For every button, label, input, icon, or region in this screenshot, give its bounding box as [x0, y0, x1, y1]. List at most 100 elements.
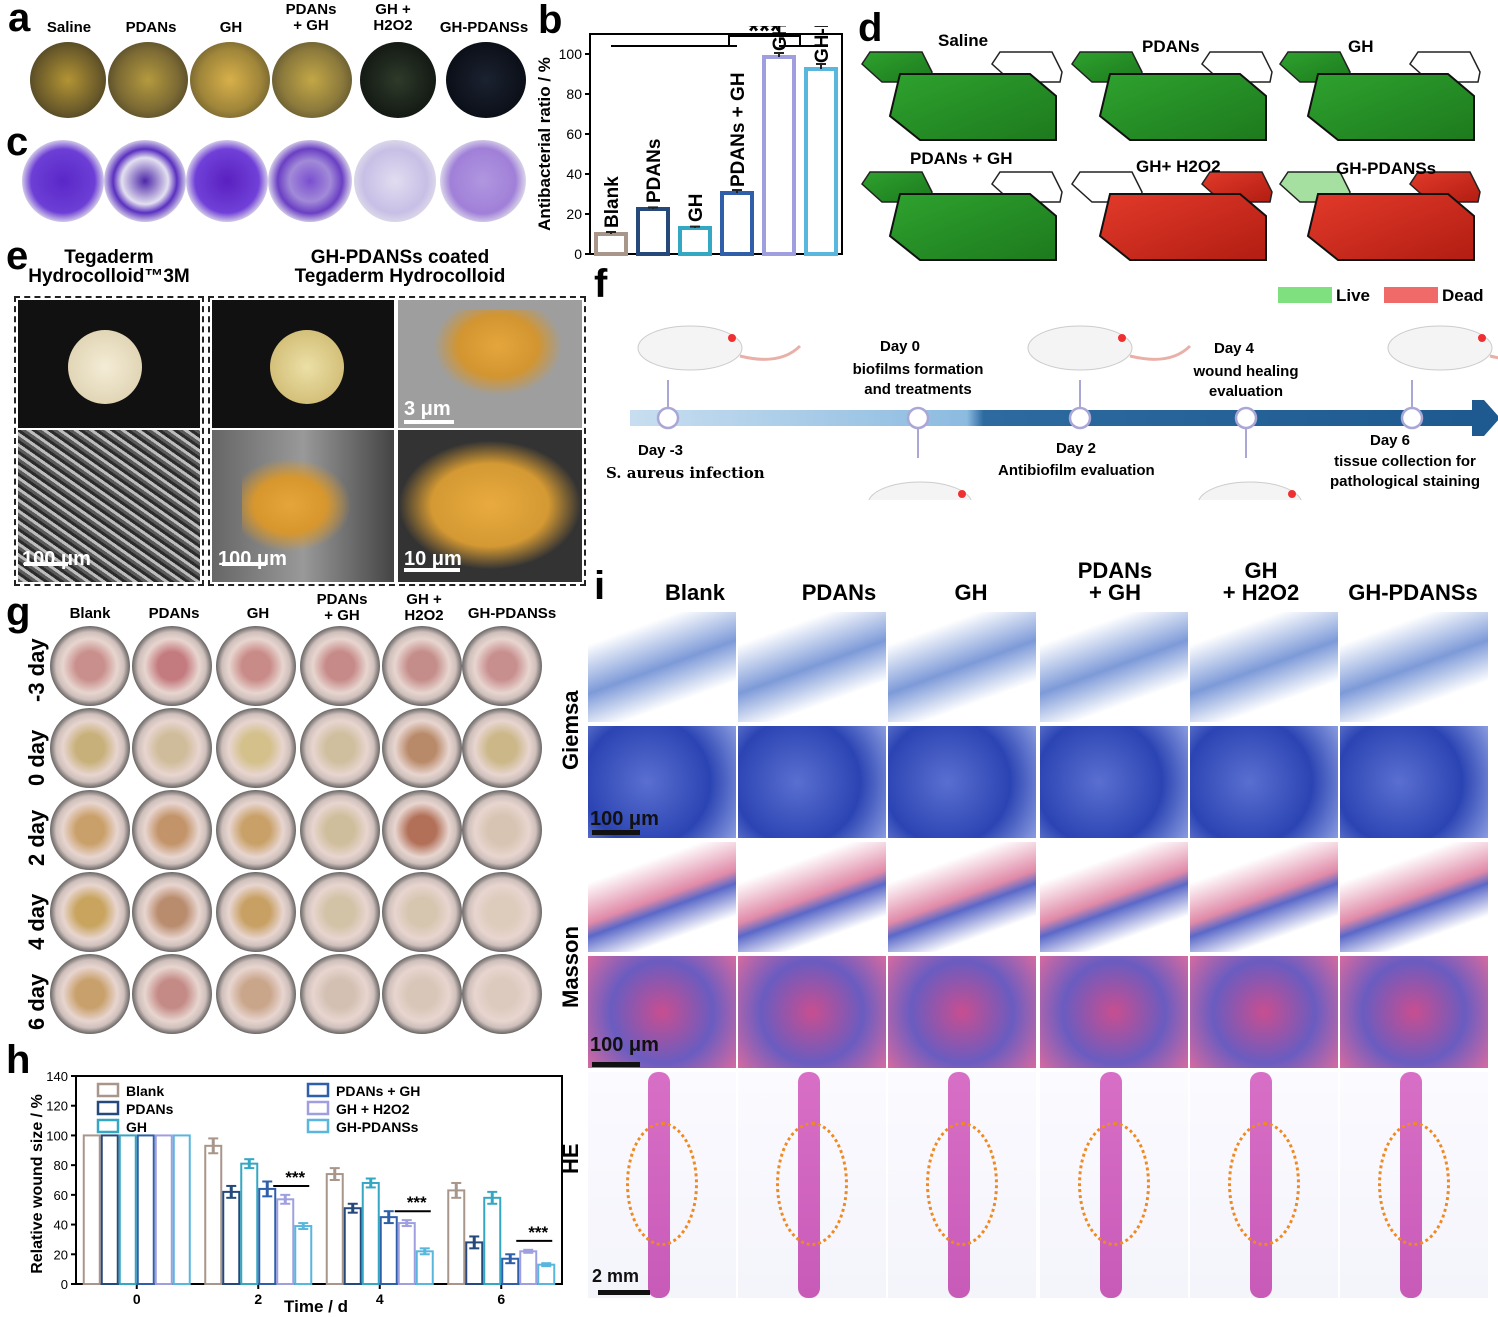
panel-d-merged-tile: [888, 193, 1057, 261]
he-stain-image: [738, 1072, 886, 1298]
wound-photo: [462, 790, 542, 870]
panel-e-left-title: Tegaderm Hydrocolloid™3M: [28, 247, 190, 287]
giemsa-stain-image: [1340, 612, 1488, 722]
scale-label-e2: 100 μm: [218, 548, 287, 570]
he-stain-image: [1040, 1072, 1188, 1298]
scale-bar-e1: [24, 562, 68, 566]
wound-photo: [132, 708, 212, 788]
timeline-day2: Day 2: [1056, 440, 1097, 457]
panel-d-label-gh-pdanss: GH-PDANSs: [1336, 159, 1436, 178]
panel-h-bar: [519, 1250, 538, 1285]
masson-stain-image: [888, 956, 1036, 1068]
scale-bar-e4: [404, 568, 460, 572]
giemsa-stain-image: [1040, 612, 1188, 722]
wound-photo: [216, 954, 296, 1034]
panel-b-bar: [594, 232, 628, 256]
panel-b-bar: [762, 55, 796, 256]
scale-bar-i-masson: [592, 1062, 640, 1067]
panel-h-bar: [325, 1173, 344, 1285]
panel-g-col-pdans: PDANs: [148, 605, 200, 622]
masson-stain-image: [1040, 956, 1188, 1068]
wound-photo: [382, 790, 462, 870]
panel-h-y-tick-label: 40: [54, 1218, 68, 1233]
wound-photo: [50, 954, 130, 1034]
wound-marker: [728, 334, 736, 342]
wound-photo: [50, 872, 130, 952]
coated-sem-overview: [212, 430, 394, 582]
scale-label-e4: 10 μm: [404, 548, 462, 570]
panel-h-y-tick-label: 100: [46, 1128, 68, 1143]
scale-label-e3: 3 μm: [404, 398, 451, 420]
panel-d-biofilm-3d: Saline PDANs GH PDANs + GH GH+ H2O2 GH-P…: [861, 31, 1481, 261]
panel-h-bar: [415, 1250, 434, 1285]
colony-plate-gh-h2o2: [360, 42, 436, 118]
panel-e-right-title: GH-PDANSs coated Tegaderm Hydrocolloid: [294, 247, 506, 287]
panel-label-f: f: [594, 262, 608, 306]
he-stain-image: [888, 1072, 1036, 1298]
panel-h-x-axis-label: Time / d: [284, 1297, 348, 1316]
panel-label-c: c: [6, 120, 29, 164]
timeline-day6: Day 6: [1370, 432, 1411, 449]
wound-photo: [462, 626, 542, 706]
timeline-day2-desc: Antibiofilm evaluation: [998, 462, 1155, 479]
wound-marker: [1478, 334, 1486, 342]
panel-f-timeline: [630, 325, 1498, 500]
wound-photo: [132, 790, 212, 870]
panel-h-bar: [222, 1190, 241, 1285]
timeline-node: [656, 406, 680, 430]
panel-h-x-tick-label: 4: [376, 1291, 384, 1307]
timeline-day-minus3: Day -3: [638, 442, 684, 459]
panel-h-y-tick-label: 0: [61, 1277, 68, 1292]
panel-b-bar: [678, 226, 712, 256]
panel-g-col-pdans-gh: PDANs + GH: [316, 591, 368, 624]
panel-b-y-tick-label: 40: [566, 166, 582, 182]
panel-h-bar-chart: Relative wound size / % Time / d 0204060…: [29, 1069, 563, 1316]
timeline-node: [906, 406, 930, 430]
panel-label-b: b: [538, 0, 563, 42]
he-stain-image: [1190, 1072, 1338, 1298]
panel-e-right-frame: [208, 296, 586, 586]
panel-h-bar: [258, 1187, 277, 1285]
panel-h-sig-stars: ***: [528, 1223, 548, 1242]
mouse-illustration: [637, 325, 743, 371]
coated-tegaderm-photo: [212, 300, 394, 428]
panel-h-y-tick-label: 60: [54, 1188, 68, 1203]
crystal-violet-well-saline: [22, 140, 104, 222]
wound-photo: [382, 954, 462, 1034]
panel-h-bar: [118, 1134, 137, 1285]
panel-a-label-saline: Saline: [46, 19, 92, 36]
panel-h-legend-swatch: [96, 1082, 120, 1098]
timeline-day4-desc: wound healing evaluation: [1193, 363, 1299, 400]
scale-bar-i-he: [598, 1290, 650, 1295]
panel-i-col-gh: GH: [954, 580, 988, 605]
mouse-tail: [1489, 354, 1498, 360]
panel-g-row-0: 0 day: [24, 729, 49, 786]
coated-sem-10um: [398, 430, 582, 582]
scale-label-e1: 100 μm: [22, 548, 91, 570]
panel-i-row-he: HE: [558, 1143, 583, 1174]
legend-dead-label: Dead: [1442, 286, 1484, 305]
panel-b-sig-bracket: [728, 35, 801, 46]
panel-h-legend-label: PDANs: [126, 1101, 174, 1117]
panel-h-y-tick-label: 80: [54, 1158, 68, 1173]
wound-photo: [300, 708, 380, 788]
panel-label-g: g: [6, 590, 31, 634]
crystal-violet-well-gh: [186, 140, 268, 222]
masson-stain-image: [888, 842, 1036, 952]
mouse-illustration: [1387, 325, 1493, 371]
panel-h-y-tick-label: 140: [46, 1069, 68, 1084]
panel-h-legend-label: GH + H2O2: [336, 1101, 410, 1117]
panel-h-bar: [447, 1189, 466, 1285]
panel-b-category-label: Blank: [602, 176, 623, 228]
panel-h-x-tick-label: 6: [497, 1291, 505, 1307]
panel-h-legend-swatch: [306, 1082, 330, 1098]
masson-stain-image: [1190, 842, 1338, 952]
panel-i-col-gh-pdanss: GH-PDANSs: [1348, 580, 1478, 605]
panel-h-plot-frame: [75, 1075, 563, 1285]
wound-photo: [132, 626, 212, 706]
giemsa-stain-image: [588, 612, 736, 722]
scale-bar-e3: [404, 420, 454, 424]
timeline-day4: Day 4: [1214, 340, 1255, 357]
scale-label-i-giemsa: 100 μm: [590, 808, 659, 830]
wound-photo: [462, 872, 542, 952]
